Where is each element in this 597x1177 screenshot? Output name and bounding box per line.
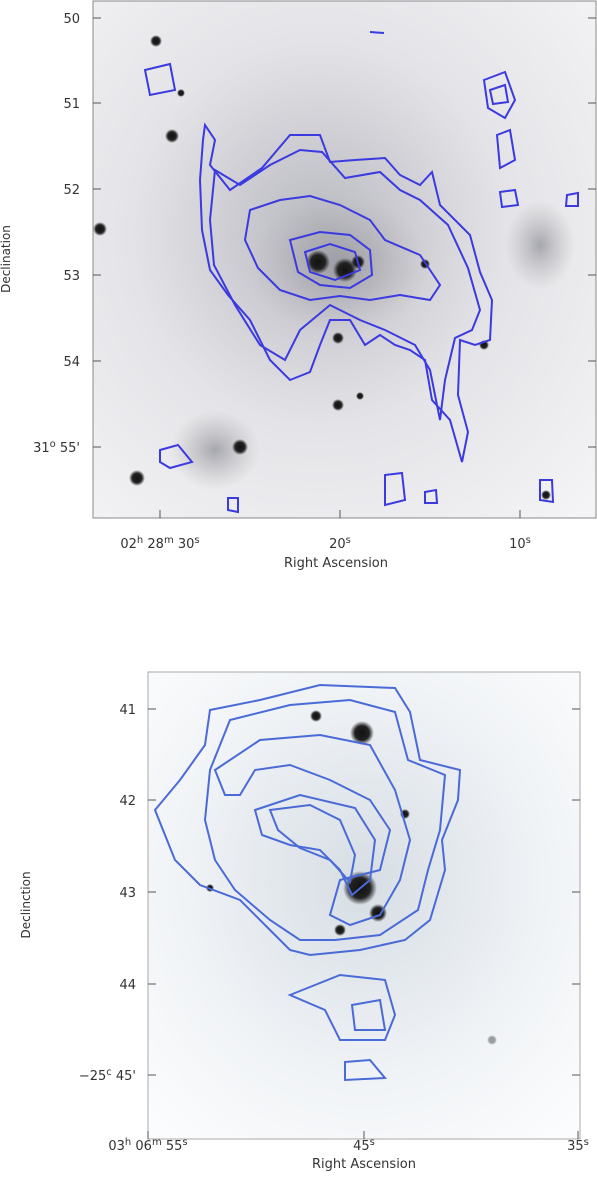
label-part: −25 [79, 1069, 106, 1084]
label-part: 44 [119, 978, 136, 993]
y-tick-label: 50 [63, 12, 80, 27]
label-part: s [584, 1137, 589, 1148]
label-part: 03 [108, 1139, 125, 1154]
label-part: s [182, 1137, 187, 1148]
x-tick-label: 20s [329, 535, 351, 553]
label-part: s [370, 1137, 375, 1148]
label-part: 45' [112, 1069, 136, 1084]
label-part: o [50, 439, 56, 450]
label-part: 55 [162, 1139, 183, 1154]
label-part: 55' [56, 441, 80, 456]
x-axis-label: Right Ascension [284, 556, 388, 571]
label-part: 45 [353, 1139, 370, 1154]
label-part: m [152, 1137, 162, 1148]
galaxy-haze [505, 200, 575, 290]
y-tick-label: 31o 55' [33, 439, 80, 457]
label-part: 31 [33, 441, 50, 456]
y-tick-label: 44 [119, 978, 136, 993]
label-part: 30 [174, 537, 195, 552]
image-panel [147, 671, 581, 1140]
label-part: 28 [143, 537, 164, 552]
label-part: 54 [63, 355, 80, 370]
label-part: h [125, 1137, 131, 1148]
label-part: s [526, 535, 531, 546]
label-part: 43 [119, 886, 136, 901]
label-part: h [137, 535, 143, 546]
image-panel [92, 0, 597, 519]
contours [153, 683, 462, 1082]
y-tick-label: 52 [63, 183, 80, 198]
label-part: 10 [509, 537, 526, 552]
label-part: s [194, 535, 199, 546]
galaxy-haze [170, 410, 260, 490]
y-axis-label: Declination [0, 225, 13, 293]
x-tick-label: 45s [353, 1137, 375, 1155]
label-part: s [346, 535, 351, 546]
contours [143, 31, 579, 514]
label-part: 35 [567, 1139, 584, 1154]
label-part: 41 [119, 703, 136, 718]
y-tick-label: −25c 45' [79, 1067, 136, 1085]
label-part: m [164, 535, 174, 546]
label-part: 53 [63, 269, 80, 284]
y-tick-label: 51 [63, 97, 80, 112]
y-axis-label: Declinction [19, 871, 33, 938]
y-tick-label: 42 [119, 794, 136, 809]
x-tick-label: 03h 06m 55s [108, 1137, 187, 1155]
y-tick-label: 43 [119, 886, 136, 901]
label-part: 52 [63, 183, 80, 198]
x-tick-label: 35s [567, 1137, 589, 1155]
y-tick-label: 41 [119, 703, 136, 718]
label-part: 02 [120, 537, 137, 552]
label-part: c [106, 1067, 112, 1078]
label-part: 51 [63, 97, 80, 112]
label-part: 20 [329, 537, 346, 552]
label-part: 42 [119, 794, 136, 809]
y-tick-label: 54 [63, 355, 80, 370]
x-axis-label: Right Ascension [312, 1157, 416, 1172]
x-tick-label: 10s [509, 535, 531, 553]
x-tick-label: 02h 28m 30s [120, 535, 199, 553]
y-tick-label: 53 [63, 269, 80, 284]
label-part: 50 [63, 12, 80, 27]
label-part: 06 [131, 1139, 152, 1154]
